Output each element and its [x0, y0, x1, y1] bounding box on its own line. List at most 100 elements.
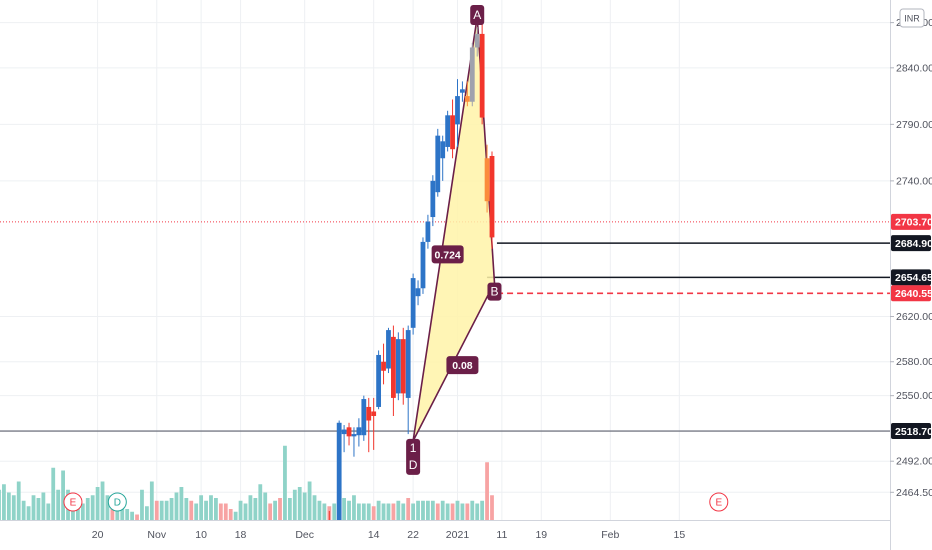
volume-bar	[238, 500, 243, 520]
volume-bar	[391, 503, 396, 520]
time-axis-background	[0, 520, 932, 550]
currency-label[interactable]: INR	[904, 14, 920, 24]
volume-bar	[179, 487, 184, 520]
volume-bar	[317, 500, 322, 520]
candle-body	[371, 411, 377, 416]
volume-bar	[199, 495, 204, 520]
volume-bar	[307, 481, 312, 520]
candle-body	[460, 89, 465, 93]
volume-bar	[16, 481, 21, 520]
volume-bar	[421, 500, 425, 520]
volume-bar	[376, 500, 381, 520]
pattern-point-d: D	[409, 458, 418, 472]
candle-body	[440, 141, 446, 159]
volume-bar	[411, 503, 416, 520]
candle-body	[381, 361, 386, 371]
volume-bar	[480, 500, 485, 520]
volume-bar	[51, 467, 56, 520]
pattern-point-d-box	[406, 438, 421, 475]
volume-bar	[253, 498, 258, 520]
candle-body	[341, 429, 347, 435]
price-tick-label: 2464.50	[896, 487, 932, 499]
price-tag-label: 2684.90	[895, 238, 932, 250]
volume-bar	[347, 500, 351, 520]
volume-bar	[6, 492, 11, 520]
volume-bar	[105, 495, 110, 520]
currency-box[interactable]	[899, 8, 925, 28]
price-tag-label: 2640.55	[895, 288, 932, 300]
volume-bar	[169, 498, 174, 520]
candle-body	[356, 427, 362, 436]
pattern-ratio-label-box	[446, 356, 479, 375]
candle-body	[484, 158, 490, 202]
volume-bar	[435, 503, 440, 520]
candle-body	[415, 288, 421, 297]
volume-bar	[174, 492, 179, 520]
volume-bar	[228, 509, 233, 520]
candle-body	[445, 115, 451, 147]
candle-body	[366, 406, 372, 421]
volume-bar	[460, 503, 465, 520]
candle-body	[351, 434, 357, 437]
volume-bar	[100, 481, 105, 520]
volume-bar	[322, 503, 327, 520]
pattern-labels: A B 1 D 0.724 0.08	[406, 4, 502, 475]
time-axis: 20 Nov 10 18 Dec 14 22 2021 11 19 Feb 15	[0, 520, 932, 550]
volume-bar	[283, 445, 287, 520]
volume-bar	[75, 500, 80, 520]
volume-bar	[406, 498, 411, 520]
volume-bar	[455, 500, 460, 520]
price-tick-label: 2840.00	[896, 62, 932, 74]
volume-bar	[194, 503, 199, 520]
volume-bar	[243, 503, 248, 520]
pattern-ratio-label: 0.08	[452, 360, 473, 372]
volume-bar	[80, 503, 85, 520]
volume-bar	[11, 495, 16, 520]
candle-body	[450, 115, 455, 150]
candle-body	[489, 156, 495, 238]
volume-bar	[445, 503, 450, 520]
candlesticks	[321, 22, 495, 543]
volume-bar	[258, 484, 263, 520]
volume-bar	[2, 484, 6, 520]
volume-bar	[396, 500, 401, 520]
volume-bar	[164, 500, 169, 520]
time-tick-label: 14	[368, 529, 380, 541]
candle-body	[479, 33, 485, 118]
volume-bar	[470, 500, 475, 520]
price-tag-box	[891, 235, 931, 252]
currency-button[interactable]: INR	[899, 8, 925, 28]
candle-body	[336, 422, 342, 523]
volume-bar	[366, 503, 371, 520]
price-levels	[0, 221, 890, 432]
volume-bar	[189, 500, 194, 520]
volume-bar	[356, 503, 361, 520]
volume-bar	[371, 506, 376, 520]
time-tick-label: 11	[496, 529, 507, 541]
time-tick-label: Dec	[295, 529, 314, 541]
pattern-point-b-box	[487, 282, 502, 301]
candle-body	[435, 135, 441, 193]
volume-bar	[140, 489, 144, 520]
price-tag-box	[891, 285, 931, 302]
candle-body	[420, 241, 426, 289]
volume-bar	[263, 492, 268, 520]
time-tick-label: 20	[92, 529, 104, 541]
price-tick-label: 2550.00	[896, 390, 932, 402]
volume-bar	[268, 503, 273, 520]
event-marker-label: E	[70, 498, 77, 509]
volume-bar	[85, 498, 90, 520]
volume-bar	[135, 514, 139, 520]
volume-bar	[352, 495, 356, 520]
volume-bar	[440, 500, 445, 520]
price-tag-box	[891, 269, 931, 286]
price-tag-box	[891, 213, 931, 230]
candle-body	[395, 339, 401, 394]
candle-body	[346, 427, 352, 437]
price-tag-box	[891, 423, 931, 440]
candle-body	[410, 278, 416, 328]
volume-bar	[416, 500, 420, 520]
time-tick-label: 22	[407, 529, 419, 541]
